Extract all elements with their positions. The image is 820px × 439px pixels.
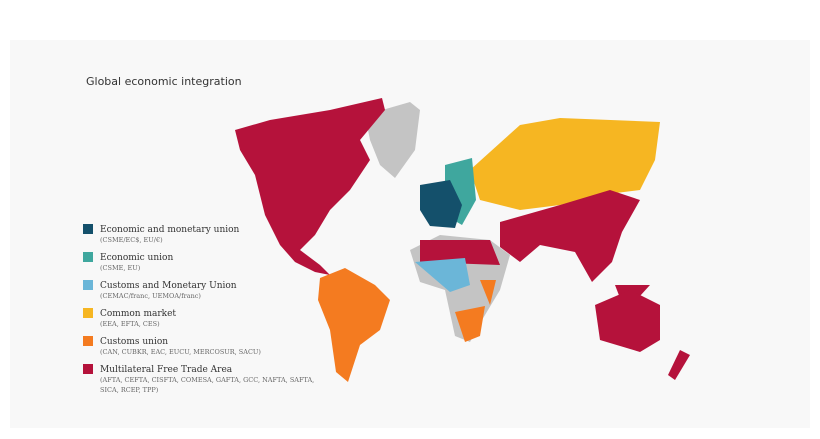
russia <box>470 118 660 210</box>
map-title: Global economic integration <box>86 75 242 88</box>
legend-note: (CEMAC/franc, UEMOA/franc) <box>100 292 201 300</box>
legend-label: Customs and Monetary Union <box>100 281 237 291</box>
north-america <box>235 98 385 275</box>
legend-label: Economic and monetary union <box>100 225 240 235</box>
legend-note: (CAN, CUBKR, EAC, EUCU, MERCOSUR, SACU) <box>100 348 261 356</box>
legend-label: Common market <box>100 309 176 319</box>
greenland <box>365 102 420 178</box>
asia <box>500 190 640 282</box>
southern-africa <box>455 306 485 342</box>
new-zealand <box>668 350 690 380</box>
legend-note: (EEA, EFTA, CES) <box>100 320 160 328</box>
legend-swatch <box>83 280 93 290</box>
legend-label: Multilateral Free Trade Area <box>100 365 233 375</box>
legend-swatch <box>83 364 93 374</box>
west-africa <box>415 258 470 292</box>
legend-note: (AFTA, CEFTA, CISFTA, COMESA, GAFTA, GCC… <box>100 376 314 394</box>
north-africa <box>420 240 500 265</box>
east-africa <box>480 280 496 305</box>
legend-swatch <box>83 336 93 346</box>
legend-label: Customs union <box>100 337 168 347</box>
world-map <box>235 98 690 382</box>
legend: Economic and monetary union(CSME/EC$, EU… <box>83 224 314 394</box>
legend-note: (CSME, EU) <box>100 264 141 272</box>
legend-swatch <box>83 224 93 234</box>
legend-swatch <box>83 308 93 318</box>
legend-label: Economic union <box>100 253 173 263</box>
south-america <box>318 268 390 382</box>
europe-core <box>420 180 462 228</box>
legend-note: (CSME/EC$, EU/€) <box>100 236 163 244</box>
australia <box>595 290 660 352</box>
legend-swatch <box>83 252 93 262</box>
